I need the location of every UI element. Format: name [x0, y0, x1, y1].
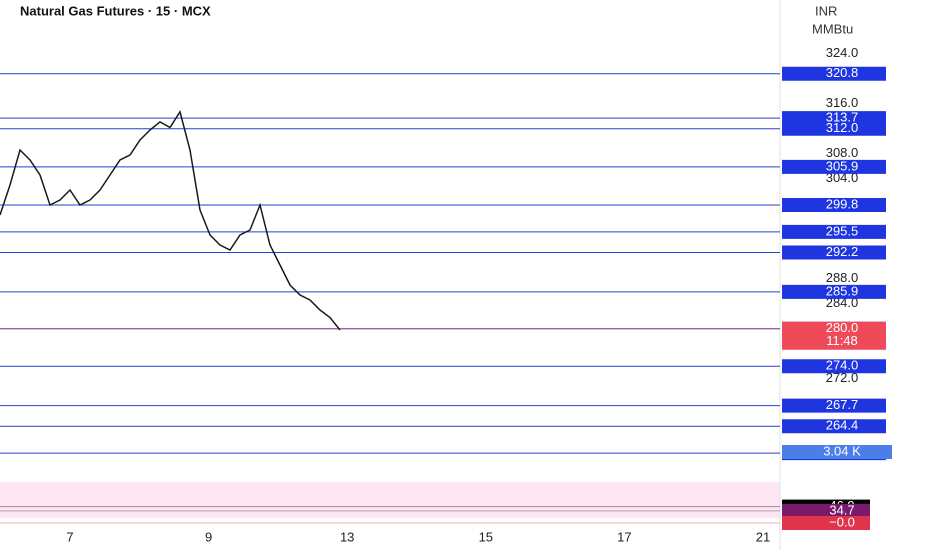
x-tick-label: 21 — [756, 529, 770, 544]
y-tick-label: 284.0 — [826, 295, 859, 310]
rsi-pane — [0, 482, 780, 518]
volume-label: 3.04 K — [823, 443, 861, 458]
currency: INR — [815, 3, 837, 18]
y-tick-label: 272.0 — [826, 370, 859, 385]
chart-title: Natural Gas Futures · 15 · MCX — [20, 3, 211, 18]
rsi-label: 34.7 — [829, 502, 854, 517]
level-label: 305.9 — [826, 158, 859, 173]
level-box — [782, 359, 886, 374]
y-tick-label: 316.0 — [826, 95, 859, 110]
y-tick-label: 288.0 — [826, 270, 859, 285]
level-box — [782, 224, 886, 239]
y-tick-label: 304.0 — [826, 170, 859, 185]
y-tick-label: 324.0 — [826, 45, 859, 60]
last-price-box — [782, 321, 886, 350]
x-tick-label: 9 — [205, 529, 212, 544]
level-label: 285.9 — [826, 283, 859, 298]
rsi-box — [782, 503, 870, 518]
level-label: 274.0 — [826, 358, 859, 373]
last-price-label: 280.0 — [826, 320, 859, 335]
level-label: 264.4 — [826, 418, 859, 433]
level-box — [782, 66, 886, 81]
level-label: 313.7 — [826, 110, 859, 125]
level-box — [782, 419, 886, 434]
x-tick-label: 17 — [617, 529, 631, 544]
y-tick-label: 308.0 — [826, 145, 859, 160]
level-box — [782, 198, 886, 212]
level-box — [782, 398, 886, 413]
level-label: 295.5 — [826, 223, 859, 238]
level-label: 292.2 — [826, 244, 859, 259]
level-label: 312.0 — [826, 120, 859, 135]
level-box — [782, 245, 886, 260]
x-tick-label: 13 — [340, 529, 354, 544]
level-label: 267.7 — [826, 397, 859, 412]
level-box — [782, 121, 886, 136]
level-box — [782, 159, 886, 174]
price-line — [0, 110, 341, 331]
x-tick-label: 7 — [66, 529, 73, 544]
rsi-label: −0.0 — [829, 514, 855, 529]
unit: MMBtu — [812, 21, 853, 36]
level-label: 299.8 — [826, 196, 859, 211]
rsi-box — [782, 516, 870, 530]
level-label: 320.8 — [826, 65, 859, 80]
level-box — [782, 284, 886, 299]
x-tick-label: 15 — [479, 529, 493, 544]
countdown: 11:48 — [826, 333, 858, 348]
level-box — [782, 111, 886, 126]
volume-box — [782, 445, 892, 459]
